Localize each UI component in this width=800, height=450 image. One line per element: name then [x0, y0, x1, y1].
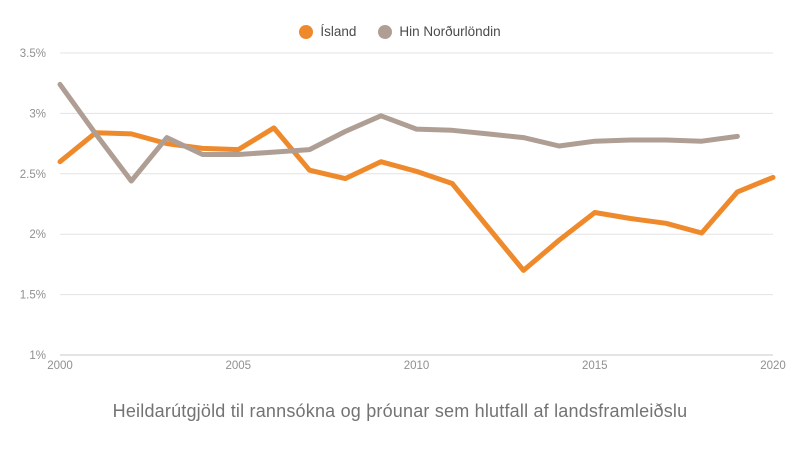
y-axis-tick-label: 1.5%: [20, 290, 46, 302]
y-axis-tick-label: 2.5%: [20, 169, 46, 181]
legend-label-island: Ísland: [320, 24, 357, 39]
x-axis-tick-label: 2010: [404, 360, 430, 372]
chart-title: Heildarútgjöld til rannsókna og þróunar …: [112, 401, 688, 421]
legend-item-nordics[interactable]: Hin Norðurlöndin: [378, 24, 501, 39]
x-axis-tick-label: 2000: [47, 360, 73, 372]
x-axis-tick-label: 2020: [760, 360, 786, 372]
island-series-dot-icon: [299, 24, 314, 39]
legend: Ísland Hin Norðurlöndin: [0, 24, 800, 39]
nordics-series-dot-icon: [378, 24, 393, 39]
legend-label-nordics: Hin Norðurlöndin: [399, 24, 501, 39]
line-chart-canvas: 3.5% 3% 2.5% 2% 1.5% 1%2000 2005 2010 2015 2020: [20, 48, 786, 372]
series-line-nordics: [57, 81, 740, 184]
x-axis-tick-label: 2005: [225, 360, 251, 372]
x-axis-tick-label: 2015: [582, 360, 608, 372]
legend-item-island[interactable]: Ísland: [299, 24, 356, 39]
series-line-island: [57, 125, 776, 273]
y-axis-tick-label: 3%: [29, 108, 46, 120]
y-axis-tick-label: 3.5%: [20, 48, 46, 60]
y-axis-tick-label: 1%: [29, 350, 46, 362]
y-axis-tick-label: 2%: [29, 229, 46, 241]
